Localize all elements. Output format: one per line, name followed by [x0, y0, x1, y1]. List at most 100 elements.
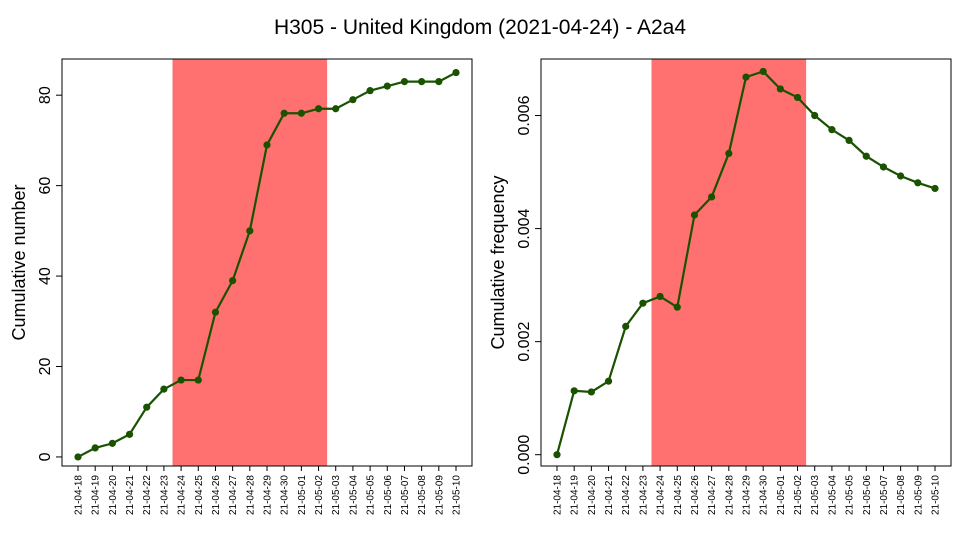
x-tick-label: 21-05-04	[348, 475, 359, 515]
data-point	[604, 377, 613, 385]
x-tick-label: 21-04-25	[673, 475, 684, 515]
x-tick-label: 21-04-24	[656, 475, 667, 515]
y-tick-label: 0	[37, 452, 54, 461]
data-point	[811, 111, 819, 120]
x-tick-label: 21-05-01	[297, 475, 308, 515]
data-point	[742, 73, 750, 81]
y-tick-label: 0.004	[516, 208, 533, 248]
x-tick-label: 21-05-05	[845, 475, 856, 515]
data-point	[931, 184, 939, 193]
data-point	[418, 78, 426, 86]
x-tick-label: 21-05-10	[931, 475, 942, 515]
data-point	[383, 82, 391, 90]
data-point	[160, 385, 168, 393]
x-tick-label: 21-04-18	[74, 475, 85, 515]
data-point	[246, 227, 254, 235]
x-tick-label: 21-04-23	[159, 475, 170, 515]
x-tick-label: 21-04-22	[621, 475, 632, 515]
x-tick-label: 21-04-26	[211, 475, 222, 515]
x-tick-label: 21-04-22	[142, 475, 153, 515]
data-point	[452, 68, 460, 77]
x-tick-label: 21-04-21	[125, 475, 136, 515]
data-point	[828, 126, 836, 134]
y-tick-label: 0.000	[516, 435, 533, 475]
x-tick-label: 21-05-06	[383, 475, 394, 515]
chart-title: H305 - United Kingdom (2021-04-24) - A2a…	[274, 16, 686, 39]
data-point	[553, 451, 561, 459]
data-point	[194, 376, 202, 384]
data-point	[297, 109, 305, 117]
y-tick-label: 60	[37, 177, 54, 195]
x-tick-label: 21-05-02	[314, 475, 325, 515]
y-tick-label: 20	[37, 358, 54, 376]
x-tick-label: 21-04-20	[108, 475, 119, 515]
data-point	[366, 87, 374, 95]
highlight-band	[172, 59, 328, 466]
x-tick-label: 21-04-19	[570, 475, 581, 515]
x-tick-label: 21-05-07	[400, 475, 411, 515]
x-tick-label: 21-04-23	[638, 475, 649, 515]
x-tick-label: 21-05-05	[366, 475, 377, 515]
x-tick-label: 21-05-09	[434, 475, 445, 515]
x-tick-label: 21-04-27	[707, 475, 718, 515]
data-point	[349, 96, 357, 104]
data-point	[639, 299, 647, 307]
data-point	[570, 387, 578, 395]
data-point	[74, 453, 82, 461]
data-point	[435, 78, 443, 86]
y-tick-label: 0.002	[516, 322, 533, 362]
data-point	[229, 276, 237, 285]
x-tick-label: 21-04-28	[245, 475, 256, 515]
data-point	[673, 303, 681, 311]
x-tick-label: 21-05-06	[862, 475, 873, 515]
y-tick-label: 40	[37, 267, 54, 285]
x-tick-label: 21-04-20	[587, 475, 598, 515]
x-tick-label: 21-04-21	[604, 475, 615, 515]
data-point	[708, 193, 716, 201]
x-tick-label: 21-05-10	[452, 475, 463, 515]
data-point	[793, 93, 802, 102]
x-tick-label: 21-05-03	[331, 475, 342, 515]
data-point	[280, 109, 288, 117]
x-tick-label: 21-05-04	[827, 475, 838, 515]
y-axis-label: Cumulative frequency	[488, 175, 508, 349]
x-tick-label: 21-05-01	[776, 475, 787, 515]
x-tick-label: 21-04-27	[228, 475, 239, 515]
cumulative-frequency-panel: 0.000 0.002 0.004 0.006 21-04-18 21-04-19 21-…	[488, 58, 952, 515]
data-point	[656, 292, 664, 301]
x-tick-label: 21-04-26	[690, 475, 701, 515]
x-tick-label: 21-04-25	[194, 475, 205, 515]
data-point	[400, 78, 409, 86]
x-tick-label: 21-05-08	[896, 475, 907, 515]
data-point	[725, 149, 733, 158]
data-point	[622, 322, 630, 330]
data-point	[332, 105, 340, 113]
data-point	[776, 85, 784, 93]
x-tick-label: 21-04-30	[759, 475, 770, 515]
data-point	[314, 105, 323, 113]
data-point	[177, 376, 185, 384]
data-point	[143, 403, 151, 411]
y-tick-label: 80	[37, 86, 54, 104]
data-point	[897, 172, 905, 180]
x-tick-label: 21-04-29	[742, 475, 753, 515]
data-point	[690, 211, 699, 219]
data-point	[879, 163, 888, 171]
x-tick-label: 21-05-08	[417, 475, 428, 515]
data-point	[759, 67, 767, 76]
x-tick-label: 21-04-24	[177, 475, 188, 515]
data-point	[125, 430, 134, 438]
data-point	[587, 388, 595, 396]
data-point	[914, 179, 922, 187]
x-tick-label: 21-04-28	[724, 475, 735, 515]
y-axis-label: Cumulative number	[9, 184, 29, 340]
y-tick-label: 0.006	[516, 95, 533, 135]
x-tick-label: 21-04-30	[280, 475, 291, 515]
data-point	[91, 444, 99, 452]
x-tick-label: 21-04-19	[91, 475, 102, 515]
data-point	[211, 308, 220, 316]
x-tick-label: 21-04-29	[263, 475, 274, 515]
cumulative-number-panel: 0 20 40 60 80 21-04-18 21-04-19 21-04-20 21-04-…	[9, 58, 473, 515]
x-tick-label: 21-05-02	[793, 475, 804, 515]
